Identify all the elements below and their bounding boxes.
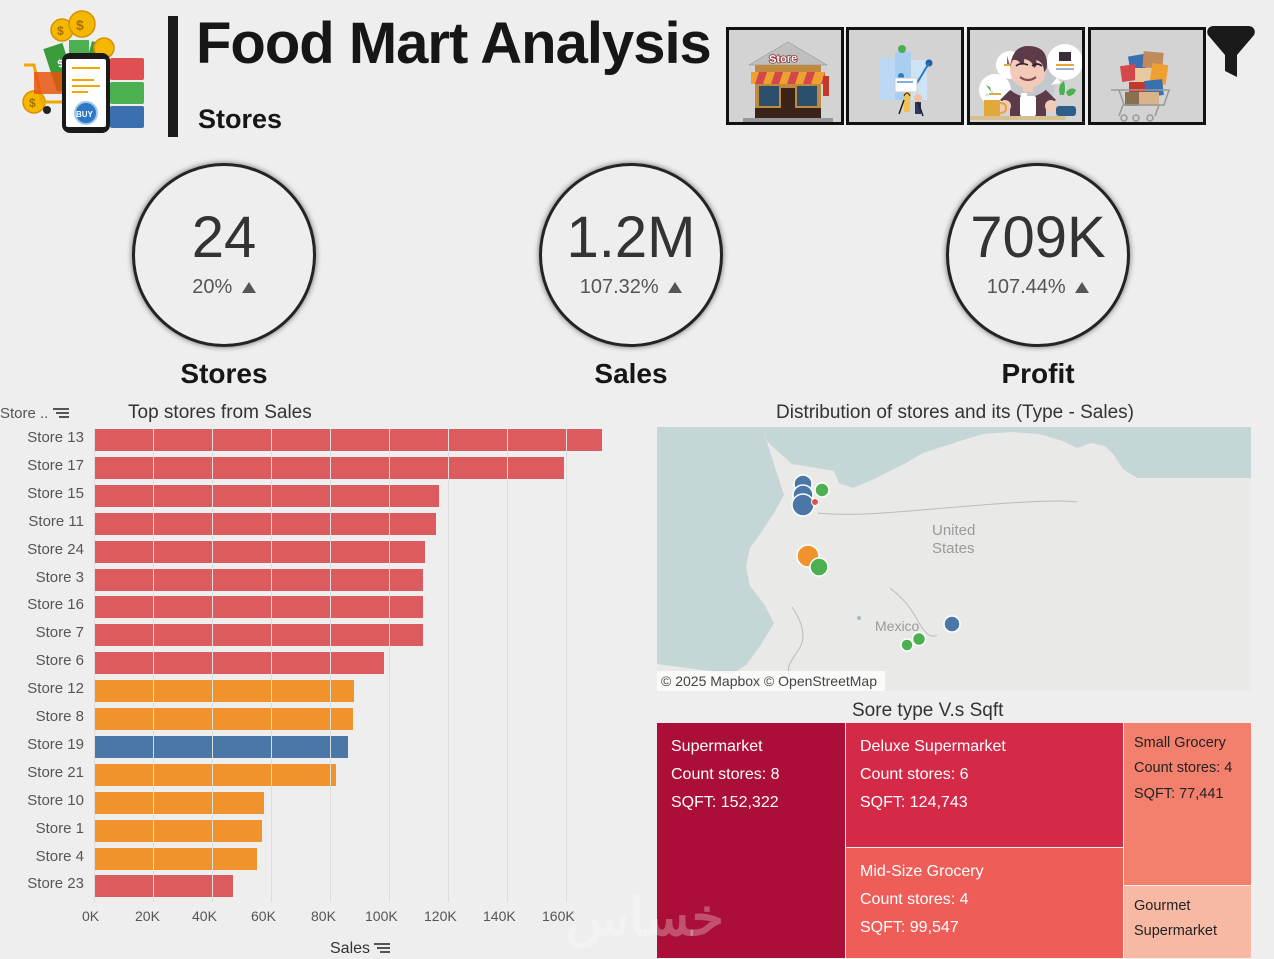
svg-text:$: $ bbox=[29, 96, 36, 110]
svg-text:$: $ bbox=[57, 24, 64, 38]
svg-text:Store: Store bbox=[769, 53, 798, 66]
svg-text:States: States bbox=[932, 540, 975, 557]
svg-text:Mexico: Mexico bbox=[875, 618, 920, 634]
svg-text:United: United bbox=[932, 522, 975, 539]
svg-text:$: $ bbox=[76, 17, 84, 33]
svg-text:BUY: BUY bbox=[76, 110, 94, 119]
